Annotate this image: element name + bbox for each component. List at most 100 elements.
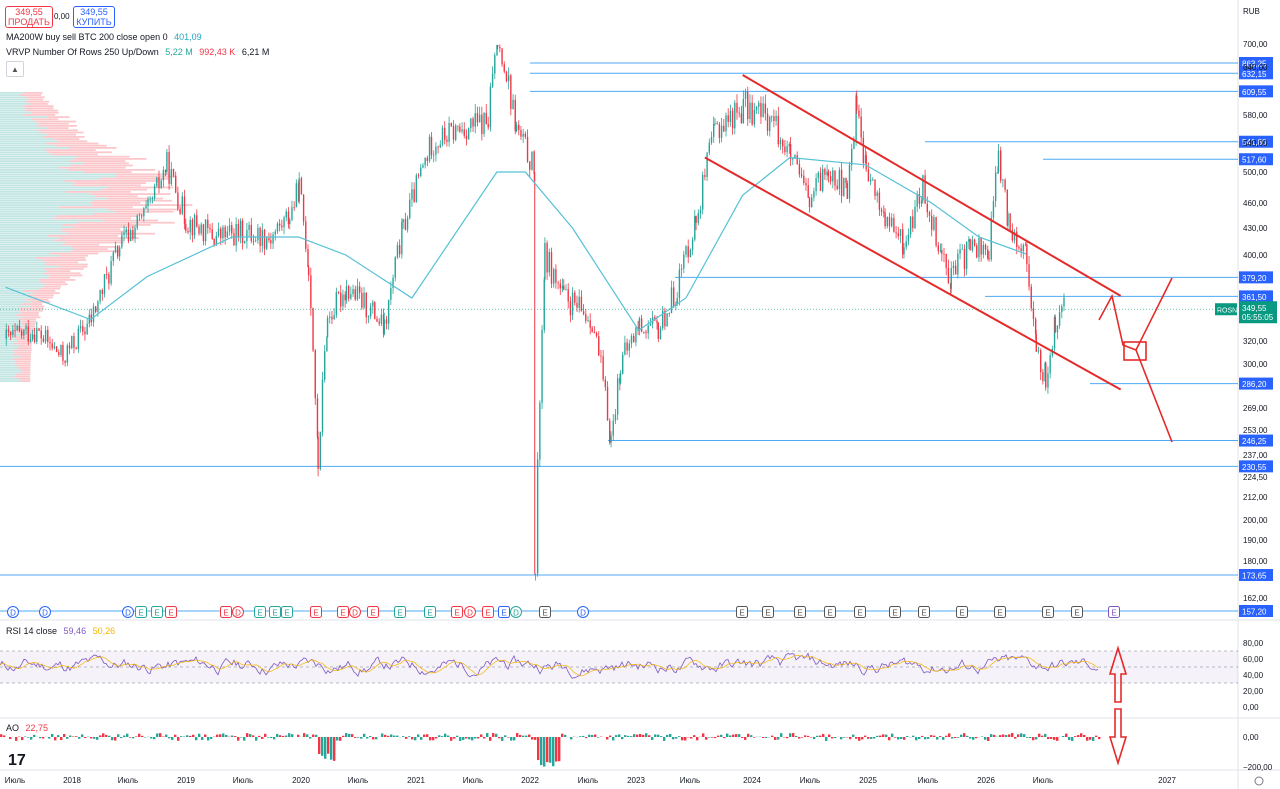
candle-body (501, 48, 503, 65)
candle-body (281, 225, 283, 228)
collapse-legend-button[interactable]: ▲ (6, 61, 24, 77)
ao-bar (369, 736, 372, 737)
ao-bar (903, 737, 906, 740)
ao-bar (387, 735, 390, 737)
ao-bar (840, 737, 843, 740)
volume-bar-down (39, 279, 76, 281)
candle-body (518, 124, 520, 131)
legend-ao[interactable]: AO 22,75 (6, 723, 52, 733)
candle-body (483, 112, 485, 134)
volume-bar-down (102, 219, 159, 222)
candle-body (510, 75, 512, 110)
candle-body (526, 136, 529, 162)
legend-vrvp[interactable]: VRVP Number Of Rows 250 Up/Down 5,22 M 9… (6, 47, 273, 57)
candle-body (869, 179, 872, 182)
ao-bar (930, 735, 933, 737)
volume-bar-up (0, 184, 74, 187)
sell-button[interactable]: 349,55 ПРОДАТЬ (5, 6, 53, 28)
ao-bar (534, 737, 537, 740)
candle-body (27, 326, 29, 342)
rsi-pane (0, 645, 1238, 766)
volume-bar-down (68, 232, 156, 235)
volume-bar-down (60, 228, 121, 231)
ao-bar (597, 737, 600, 738)
candle-body (394, 257, 396, 278)
volume-bar-up (0, 309, 20, 312)
ao-bar (51, 733, 54, 737)
candle-body (657, 322, 659, 339)
y-tick-label: 540,00 (1243, 139, 1268, 148)
volume-bar-up (0, 314, 16, 316)
ao-bar (579, 736, 582, 737)
candle-body (935, 217, 937, 246)
ao-bar (135, 736, 138, 737)
candle-body (476, 113, 479, 123)
candle-body (922, 175, 924, 201)
tradingview-logo[interactable]: 17 (8, 752, 26, 769)
candle-body (695, 216, 697, 223)
ao-bar (75, 736, 78, 737)
earnings-marker (762, 606, 774, 618)
buy-button[interactable]: 349,55 КУПИТЬ (73, 6, 115, 28)
legend-rsi-value: 59,46 (63, 626, 87, 636)
ao-bar (495, 733, 498, 737)
legend-rsi[interactable]: RSI 14 close 59,46 50,26 (6, 626, 119, 636)
ao-bar (513, 737, 516, 741)
ao-bar (801, 737, 804, 738)
candle-body (1016, 231, 1018, 247)
ao-bar (789, 733, 792, 737)
ao-bar (402, 736, 405, 737)
ao-bar (1005, 735, 1008, 737)
ao-bar (264, 733, 267, 737)
y-tick-label: 224,50 (1243, 473, 1268, 482)
volume-bar-up (0, 226, 74, 228)
ao-bar (438, 735, 441, 737)
candle-body (965, 241, 968, 269)
candle-body (1053, 316, 1056, 349)
volume-bar-up (0, 138, 54, 140)
candle-body (183, 196, 186, 224)
candle-body (963, 248, 966, 269)
candle-body (553, 269, 555, 284)
candle-body (606, 387, 609, 421)
candle-body (895, 232, 897, 234)
candle-body (36, 328, 38, 342)
volume-bar-down (37, 125, 77, 127)
volume-bar-up (0, 100, 26, 103)
candle-body (215, 236, 218, 246)
ao-bar (447, 735, 450, 737)
candle-body (760, 102, 762, 117)
volume-bar-up (0, 182, 75, 184)
candle-body (943, 253, 945, 255)
volume-bar-up (0, 257, 36, 259)
ao-bar (201, 737, 204, 741)
candle-body (524, 133, 527, 137)
earnings-marker (220, 606, 232, 618)
candle-body (624, 342, 626, 355)
volume-bar-down (49, 274, 83, 277)
candle-body (426, 157, 429, 161)
candle-body (683, 254, 685, 269)
candle-body (784, 146, 786, 153)
ao-bar (780, 733, 783, 737)
ao-bar (1062, 735, 1065, 737)
volume-bar-up (0, 276, 49, 279)
volume-bar-up (0, 287, 40, 290)
candle-body (753, 109, 756, 125)
ao-bar (27, 737, 30, 738)
legend-ma200w[interactable]: MA200W buy sell BTC 200 close open 0 401… (6, 32, 206, 42)
x-tick-label: 2026 (977, 776, 995, 785)
ao-bar (471, 737, 474, 741)
volume-bar-up (0, 213, 94, 215)
volume-bar-down (30, 305, 44, 308)
settings-icon[interactable] (1254, 776, 1264, 786)
volume-bar-up (0, 268, 45, 270)
candle-body (971, 239, 974, 251)
volume-bar-up (0, 149, 45, 151)
volume-bar-up (0, 94, 20, 96)
volume-bar-up (0, 147, 70, 149)
ao-bar (609, 735, 612, 737)
price-level-label: 157,20 (1242, 608, 1267, 617)
ao-bar (267, 737, 270, 738)
